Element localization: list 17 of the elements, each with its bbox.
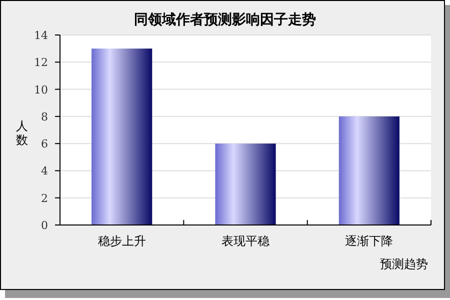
y-tick-label: 4 [41, 164, 48, 178]
y-tick-label: 10 [34, 83, 48, 96]
bar [215, 144, 276, 225]
x-tick-label: 表现平稳 [222, 234, 270, 248]
y-tick-label: 8 [41, 110, 48, 124]
x-tick-label: 逐渐下降 [345, 234, 394, 248]
bar [338, 116, 400, 225]
x-axis-title: 预测趋势 [380, 257, 428, 271]
y-tick-label: 6 [41, 138, 48, 151]
y-tick-label: 14 [34, 29, 48, 42]
x-tick-label: 稳步上升 [98, 234, 146, 248]
y-axis-title: 人数 [16, 119, 28, 147]
bar [92, 48, 152, 225]
chart-title: 同领域作者预测影响因子走势 [134, 12, 316, 28]
y-tick-label: 12 [34, 56, 48, 70]
y-tick-label: 0 [41, 219, 48, 232]
y-tick-label: 2 [41, 192, 48, 205]
